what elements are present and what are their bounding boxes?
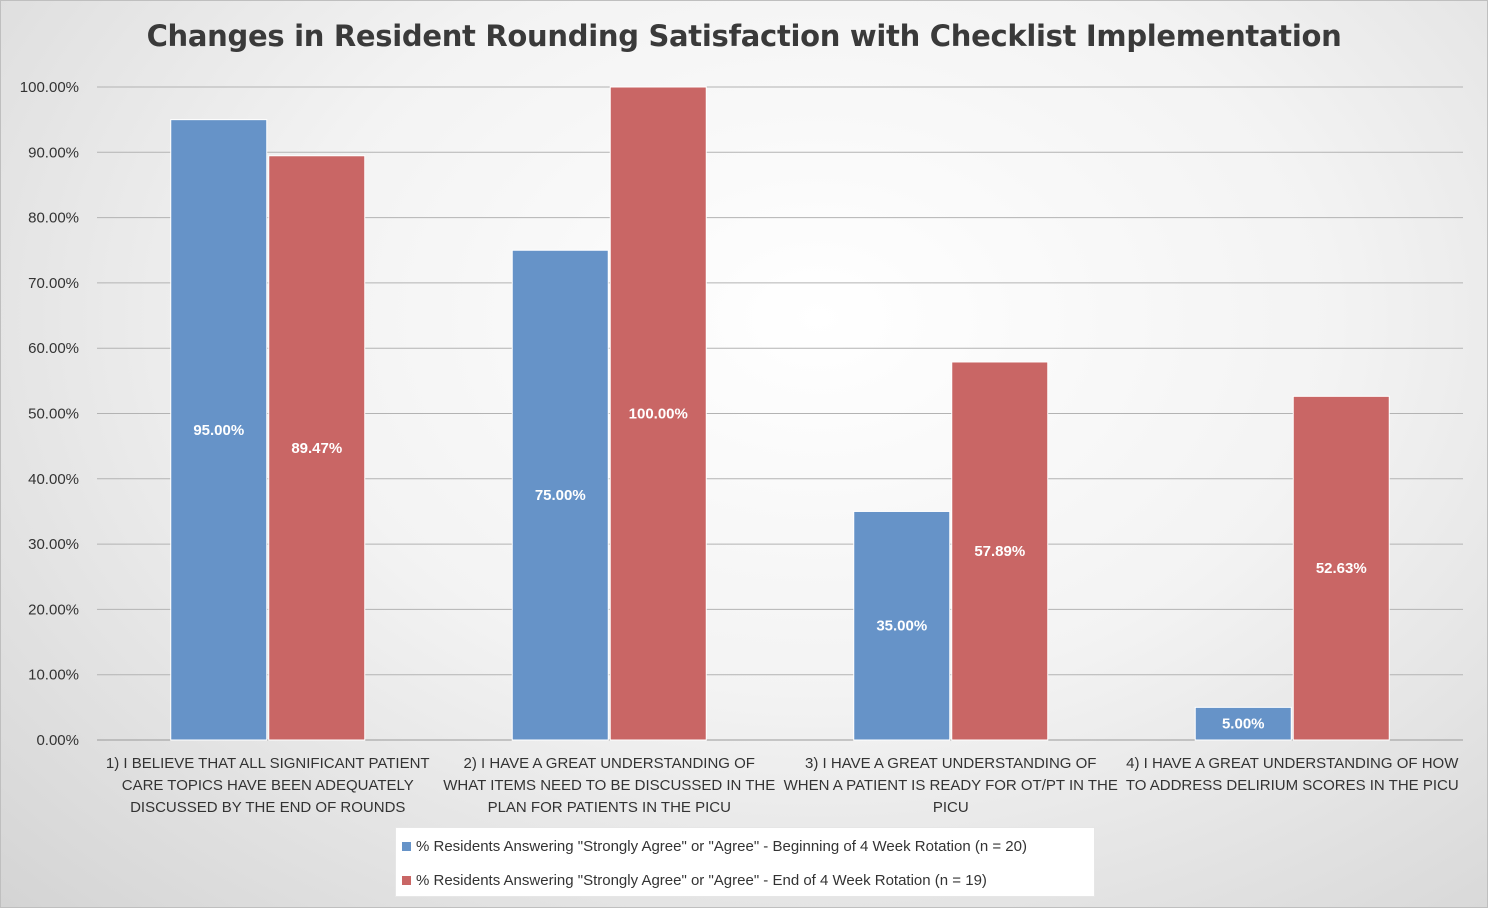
y-tick-label: 60.00% xyxy=(28,340,79,357)
legend: % Residents Answering "Strongly Agree" o… xyxy=(395,827,1095,897)
data-label: 57.89% xyxy=(974,543,1025,560)
data-label: 95.00% xyxy=(193,422,244,439)
data-label: 89.47% xyxy=(291,440,342,457)
data-label: 52.63% xyxy=(1316,560,1367,577)
bar xyxy=(1292,395,1390,741)
bar xyxy=(1194,706,1292,741)
category-label-line: WHAT ITEMS NEED TO BE DISCUSSED IN THE xyxy=(443,777,776,794)
bar xyxy=(170,119,268,741)
chart-title: Changes in Resident Rounding Satisfactio… xyxy=(146,19,1342,53)
y-tick-label: 80.00% xyxy=(28,210,79,227)
y-tick-label: 90.00% xyxy=(28,144,79,161)
category-label-line: 1) I BELIEVE THAT ALL SIGNIFICANT PATIEN… xyxy=(105,755,430,772)
legend-item-beginning: % Residents Answering "Strongly Agree" o… xyxy=(402,835,1027,857)
bar xyxy=(609,86,707,741)
category-label-line: WHEN A PATIENT IS READY FOR OT/PT IN THE xyxy=(783,777,1118,794)
category-label-line: PLAN FOR PATIENTS IN THE PICU xyxy=(487,799,731,816)
legend-swatch-end xyxy=(402,875,411,885)
bar xyxy=(268,155,366,741)
bar xyxy=(951,361,1049,741)
bar xyxy=(511,249,609,741)
legend-label-end: % Residents Answering "Strongly Agree" o… xyxy=(416,871,987,889)
y-tick-label: 20.00% xyxy=(28,601,79,618)
bar xyxy=(853,510,951,741)
y-tick-label: 70.00% xyxy=(28,275,79,292)
category-label: 3) I HAVE A GREAT UNDERSTANDING OF WHEN A… xyxy=(781,753,1121,819)
category-label: 4) I HAVE A GREAT UNDERSTANDING OF HOW TO… xyxy=(1122,753,1462,797)
y-tick-label: 100.00% xyxy=(20,79,79,96)
category-label: 2) I HAVE A GREAT UNDERSTANDING OF WHAT I… xyxy=(439,753,779,819)
legend-label-beginning: % Residents Answering "Strongly Agree" o… xyxy=(416,837,1027,855)
category-label-line: 2) I HAVE A GREAT UNDERSTANDING OF xyxy=(463,755,755,772)
category-label-line: PICU xyxy=(932,799,969,816)
y-tick-label: 0.00% xyxy=(36,732,79,749)
category-label: 1) I BELIEVE THAT ALL SIGNIFICANT PATIEN… xyxy=(98,753,438,819)
data-label: 100.00% xyxy=(629,406,688,423)
data-label: 35.00% xyxy=(876,618,927,635)
data-label: 5.00% xyxy=(1222,716,1265,733)
y-tick-label: 50.00% xyxy=(28,406,79,423)
legend-swatch-beginning xyxy=(402,841,411,851)
legend-item-end: % Residents Answering "Strongly Agree" o… xyxy=(402,869,987,891)
y-tick-label: 10.00% xyxy=(28,667,79,684)
y-tick-label: 40.00% xyxy=(28,471,79,488)
category-label-line: TO ADDRESS DELIRIUM SCORES IN THE PICU xyxy=(1125,777,1459,794)
category-label-line: CARE TOPICS HAVE BEEN ADEQUATELY xyxy=(121,777,414,794)
category-label-line: 4) I HAVE A GREAT UNDERSTANDING OF HOW xyxy=(1126,755,1459,772)
y-tick-label: 30.00% xyxy=(28,536,79,553)
data-label: 75.00% xyxy=(535,487,586,504)
category-label-line: DISCUSSED BY THE END OF ROUNDS xyxy=(130,799,406,816)
category-label-line: 3) I HAVE A GREAT UNDERSTANDING OF xyxy=(805,755,1097,772)
